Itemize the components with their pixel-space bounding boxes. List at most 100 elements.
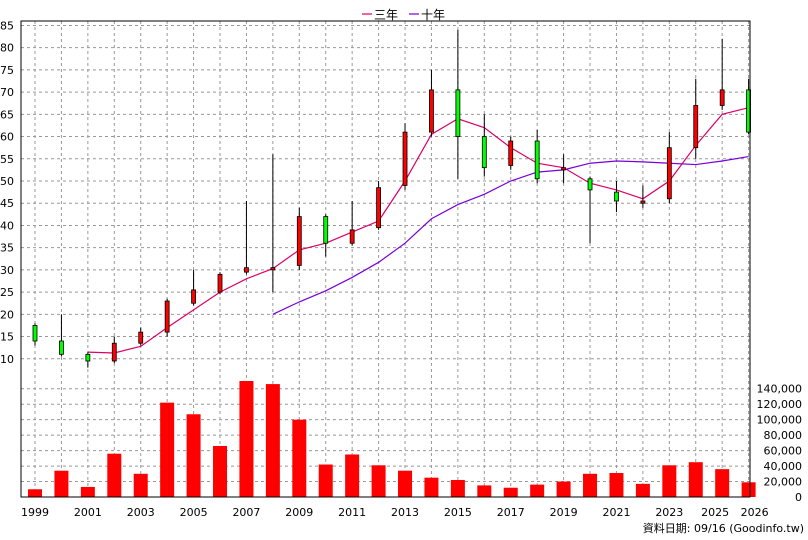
volume-bar (107, 453, 122, 497)
volume-bar (54, 470, 69, 497)
volume-bar (398, 470, 413, 497)
price-tick-label: 75 (0, 64, 14, 77)
candle-body-down (191, 289, 196, 304)
volume-bar (450, 479, 465, 497)
volume-bar (133, 473, 148, 497)
candle-body-down (561, 167, 566, 171)
x-tick-label: 2017 (497, 506, 525, 519)
x-tick-label: 2026 (741, 506, 769, 519)
x-axis: 1999 2001 2003 2005 2007 2009 2011 2013 2015 2017… (21, 506, 769, 519)
candle-body-down (138, 331, 144, 344)
price-tick-label: 70 (0, 86, 14, 99)
plot-frame (20, 20, 751, 498)
candle-body-up (614, 191, 619, 202)
candlesticks (32, 29, 752, 368)
volume-tick-label: 0 (795, 491, 802, 504)
x-tick-label: 2023 (655, 506, 683, 519)
volume-bar (28, 489, 42, 497)
volume-bar (424, 477, 439, 497)
price-tick-label: 20 (0, 308, 14, 321)
candle-body-down (376, 187, 381, 229)
volume-tick-label: 60,000 (764, 445, 803, 458)
price-tick-label: 25 (0, 286, 14, 299)
volume-tick-label: 120,000 (757, 398, 803, 411)
candle-body-up (59, 340, 64, 355)
volume-bar (556, 481, 571, 497)
candle-body-up (587, 178, 593, 191)
volume-bar (503, 487, 518, 497)
volume-bar (80, 486, 95, 497)
legend: 三年 十年 (362, 8, 445, 22)
price-tick-label: 45 (0, 197, 14, 210)
price-tick-label: 60 (0, 131, 14, 144)
x-tick-label: 2015 (444, 506, 472, 519)
legend-ma3-label: 三年 (374, 8, 398, 22)
volume-bar (530, 484, 545, 497)
x-tick-label: 2003 (127, 506, 155, 519)
candle-body-down (217, 273, 223, 293)
candle-body-down (270, 267, 276, 271)
price-axis: 10 15 20 25 30 35 40 45 50 55 60 65 70 75 80 85 (0, 19, 14, 365)
price-tick-label: 55 (0, 153, 14, 166)
candle-body-down (244, 267, 249, 273)
price-tick-label: 40 (0, 219, 14, 232)
volume-tick-label: 80,000 (764, 429, 803, 442)
volume-axis: 0 20,000 40,000 60,000 80,000 100,000 120,000 1… (757, 383, 803, 504)
price-tick-label: 15 (0, 331, 14, 344)
volume-bar (715, 469, 730, 497)
volume-bar (609, 473, 624, 497)
price-tick-label: 30 (0, 264, 14, 277)
volume-bar (265, 384, 280, 497)
x-tick-label: 2009 (285, 506, 313, 519)
x-tick-label: 2025 (701, 506, 729, 519)
ma3-line (87, 107, 749, 354)
volume-tick-label: 40,000 (764, 460, 803, 473)
volume-tick-label: 100,000 (757, 414, 803, 427)
volume-bar (688, 462, 703, 497)
volume-bar (160, 402, 175, 497)
volume-tick-label: 20,000 (764, 476, 803, 489)
volume-tick-label: 140,000 (757, 383, 803, 396)
price-tick-label: 35 (0, 242, 14, 255)
candle-body-down (402, 131, 408, 186)
volume-bar (583, 473, 598, 497)
x-tick-label: 2011 (338, 506, 366, 519)
price-tick-label: 80 (0, 42, 14, 55)
candle-body-up (534, 140, 540, 180)
x-tick-label: 2001 (74, 506, 102, 519)
x-tick-label: 2019 (550, 506, 578, 519)
candle-body-up (323, 216, 329, 244)
volume-bar (239, 381, 254, 497)
candle-body-down (111, 342, 117, 362)
candle-body-down (349, 229, 355, 244)
volume-bar (477, 485, 492, 497)
candle-body-up (455, 89, 461, 137)
data-date-footer: 資料日期: 09/16 (Goodinfo.tw) (643, 521, 804, 535)
volume-bar (741, 482, 756, 497)
candle-body-down (164, 300, 170, 333)
volume-bar (662, 465, 677, 497)
candle-body-down (508, 140, 514, 166)
volume-bars (28, 381, 756, 497)
legend-ma10-label: 十年 (421, 8, 445, 22)
x-tick-label: 1999 (21, 506, 49, 519)
price-tick-label: 10 (0, 353, 14, 366)
candle-body-down (429, 89, 434, 133)
volume-bar (635, 483, 650, 497)
candle-body-up (481, 136, 487, 169)
x-tick-label: 2005 (180, 506, 208, 519)
moving-average-lines (87, 107, 749, 354)
x-tick-label: 2021 (602, 506, 630, 519)
volume-bar (371, 465, 386, 497)
volume-bar (292, 419, 307, 497)
volume-bar (345, 454, 360, 497)
grid-lines (21, 21, 750, 498)
candle-body-up (746, 89, 752, 133)
x-tick-label: 2007 (232, 506, 260, 519)
candle-body-down (719, 89, 725, 106)
candle-body-up (32, 325, 38, 342)
volume-bar (186, 414, 201, 497)
candle-body-down (693, 105, 699, 149)
candle-body-up (85, 353, 91, 362)
volume-bar (318, 464, 333, 497)
